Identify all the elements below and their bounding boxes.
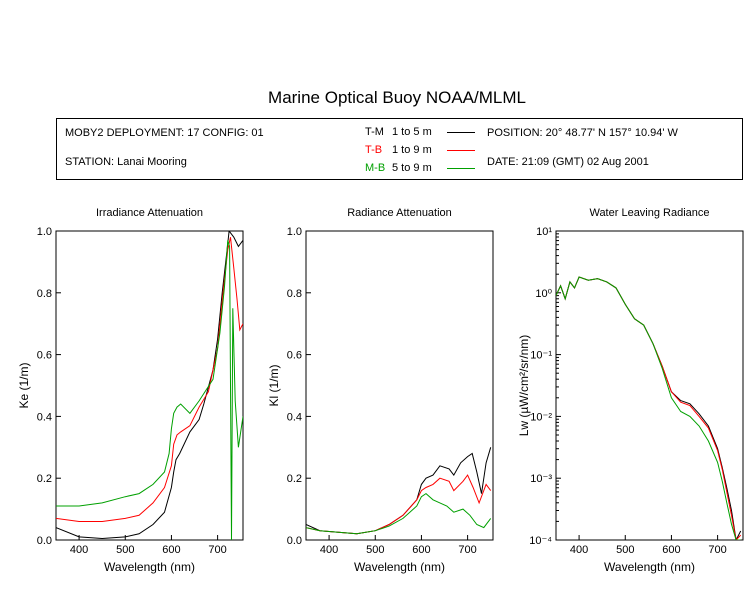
chart3-ytick-label: 10⁻¹ (530, 350, 552, 362)
chart2-ytick-label: 0.2 (287, 473, 302, 485)
chart2-xtick-label: 600 (412, 544, 430, 556)
chart1-frame (55, 230, 244, 541)
chart3-series-m-b (556, 276, 741, 540)
chart1-ytick-label: 0.0 (37, 535, 52, 547)
chart3-title: Water Leaving Radiance (589, 207, 709, 219)
page-title: Marine Optical Buoy NOAA/MLML (268, 88, 526, 107)
legend-range-tb: 1 to 9 m (392, 144, 432, 156)
legend-code-mb: M-B (365, 162, 386, 174)
chart2-ytick-label: 0.6 (287, 350, 302, 362)
chart2-ytick-label: 1.0 (287, 226, 302, 238)
chart1-series-t-b (56, 237, 243, 522)
chart2-title: Radiance Attenuation (347, 207, 452, 219)
info-box: MOBY2 DEPLOYMENT: 17 CONFIG: 01 STATION:… (56, 118, 743, 180)
chart1-xtick-label: 400 (70, 544, 88, 556)
chart1-xtick-label: 500 (116, 544, 134, 556)
chart3-series-t-b (556, 276, 742, 540)
chart3-ytick-label: 10⁰ (535, 288, 552, 300)
chart3-frame (555, 230, 744, 541)
chart2-ytick-label: 0.0 (287, 535, 302, 547)
chart2-xtick-label: 500 (366, 544, 384, 556)
chart3-xtick-label: 400 (570, 544, 588, 556)
legend-range-mb: 5 to 9 m (392, 162, 432, 174)
chart2-series-m-b (306, 492, 492, 535)
chart2-ytick-label: 0.8 (287, 288, 302, 300)
station-text: STATION: Lanai Mooring (65, 156, 187, 168)
chart3-xtick-label: 500 (616, 544, 634, 556)
chart2-ylabel: Kl (1/m) (267, 364, 281, 406)
chart1-xtick-label: 700 (208, 544, 226, 556)
chart1-title: Irradiance Attenuation (96, 207, 203, 219)
chart3-ytick-label: 10⁻⁴ (529, 535, 552, 547)
chart1-ytick-label: 0.4 (37, 411, 52, 423)
chart1-series-m-b (56, 240, 243, 540)
chart3-series-t-m (556, 276, 742, 540)
chart3-xtick-label: 700 (708, 544, 726, 556)
chart3-xlabel: Wavelength (nm) (604, 560, 695, 574)
chart3-xtick-label: 600 (662, 544, 680, 556)
legend-line-mb (447, 168, 475, 169)
chart2-xtick-label: 400 (320, 544, 338, 556)
chart2-series-t-b (306, 474, 492, 535)
legend-range-tm: 1 to 5 m (392, 126, 432, 138)
chart2-xlabel: Wavelength (nm) (354, 560, 445, 574)
chart1-xtick-label: 600 (162, 544, 180, 556)
chart3-ylabel: Lw (µW/cm²/sr/nm) (517, 335, 531, 437)
deployment-text: MOBY2 DEPLOYMENT: 17 CONFIG: 01 (65, 127, 264, 139)
chart2-frame (305, 230, 494, 541)
chart2-ytick-label: 0.4 (287, 411, 302, 423)
chart1-ytick-label: 1.0 (37, 226, 52, 238)
chart2-xtick-label: 700 (458, 544, 476, 556)
chart1-ytick-label: 0.6 (37, 350, 52, 362)
date-text: DATE: 21:09 (GMT) 02 Aug 2001 (487, 156, 649, 168)
legend-code-tb: T-B (365, 144, 383, 156)
chart3-ytick-label: 10⁻³ (530, 473, 552, 485)
chart1-series-t-m (56, 231, 243, 540)
legend-line-tb (447, 150, 475, 151)
chart1-xlabel: Wavelength (nm) (104, 560, 195, 574)
chart3-ytick-label: 10⁻² (530, 411, 552, 423)
legend-code-tm: T-M (365, 126, 384, 138)
chart1-ylabel: Ke (1/m) (17, 362, 31, 408)
chart3-ytick-label: 10¹ (536, 226, 552, 238)
legend-line-tm (447, 132, 475, 133)
chart1-ytick-label: 0.8 (37, 288, 52, 300)
position-text: POSITION: 20° 48.77' N 157° 10.94' W (487, 127, 678, 139)
chart1-ytick-label: 0.2 (37, 473, 52, 485)
